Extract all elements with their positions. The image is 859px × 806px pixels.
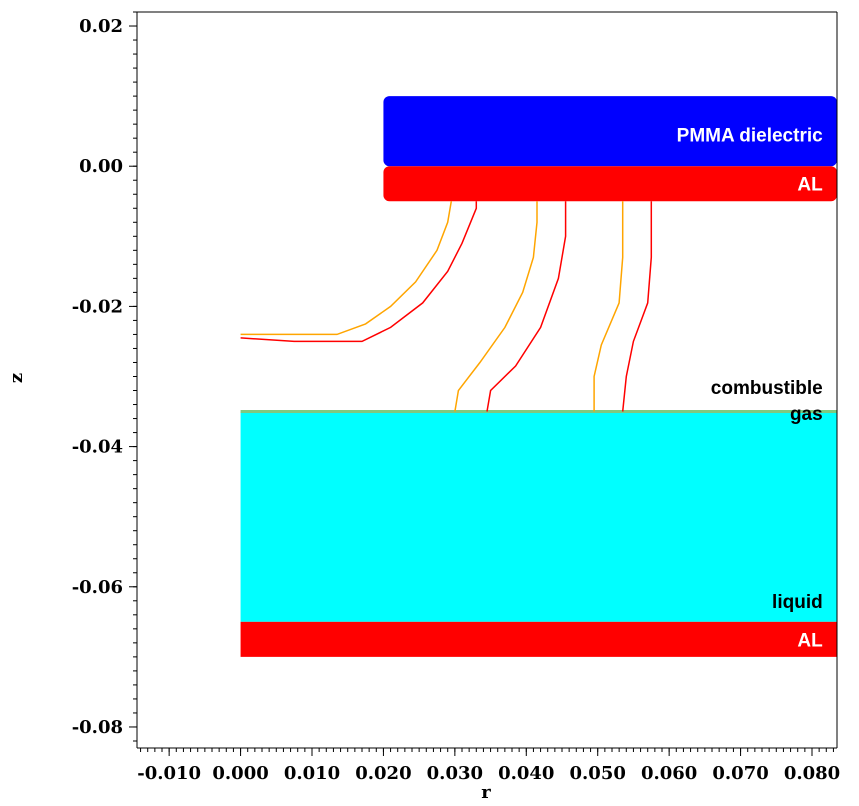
contours-layer	[240, 201, 653, 412]
x-tick-label-1: 0.000	[212, 763, 268, 784]
ticks-layer: -0.010 0.000 0.010 0.020 0.030 0.040 0.050 0.06…	[72, 11, 840, 784]
gas-label-line-1: gas	[790, 404, 823, 425]
x-tick-label-9: 0.080	[784, 763, 840, 784]
contour-0	[240, 201, 453, 336]
region-label-2: liquid	[772, 592, 823, 613]
contour-1	[240, 201, 478, 343]
contour-2	[454, 201, 538, 412]
y-tick-label-5: -0.08	[72, 717, 123, 738]
y-tick-label-3: -0.04	[72, 437, 123, 458]
region-label-0: PMMA dielectric	[677, 126, 823, 147]
x-tick-label-0: -0.010	[137, 763, 201, 784]
y-tick-label-2: -0.02	[72, 296, 123, 317]
labels-layer: PMMA dielectric AL liquid AL combustible gas	[677, 126, 823, 652]
x-tick-label-8: 0.070	[712, 763, 768, 784]
x-axis-title: r	[481, 782, 491, 803]
gas-label-line-0: combustible	[711, 378, 823, 399]
region-label-1: AL	[797, 175, 823, 196]
y-axis-title: z	[6, 373, 27, 383]
x-tick-label-4: 0.030	[427, 763, 483, 784]
region-3	[240, 621, 838, 657]
contour-5	[621, 201, 653, 412]
y-tick-label-0: 0.02	[79, 16, 123, 37]
y-tick-label-4: -0.06	[72, 577, 123, 598]
region-label-3: AL	[797, 630, 823, 651]
region-2	[240, 411, 838, 622]
region-0	[383, 96, 837, 167]
x-tick-label-7: 0.060	[641, 763, 697, 784]
x-tick-label-6: 0.050	[570, 763, 626, 784]
contour-4	[593, 201, 624, 412]
y-tick-label-1: 0.00	[79, 156, 123, 177]
x-tick-label-2: 0.010	[284, 763, 340, 784]
x-tick-label-5: 0.040	[498, 763, 554, 784]
contour-3	[486, 201, 567, 412]
regions-layer	[240, 96, 838, 657]
axes-layer	[136, 11, 838, 749]
region-1	[383, 166, 837, 202]
x-tick-label-3: 0.020	[355, 763, 411, 784]
